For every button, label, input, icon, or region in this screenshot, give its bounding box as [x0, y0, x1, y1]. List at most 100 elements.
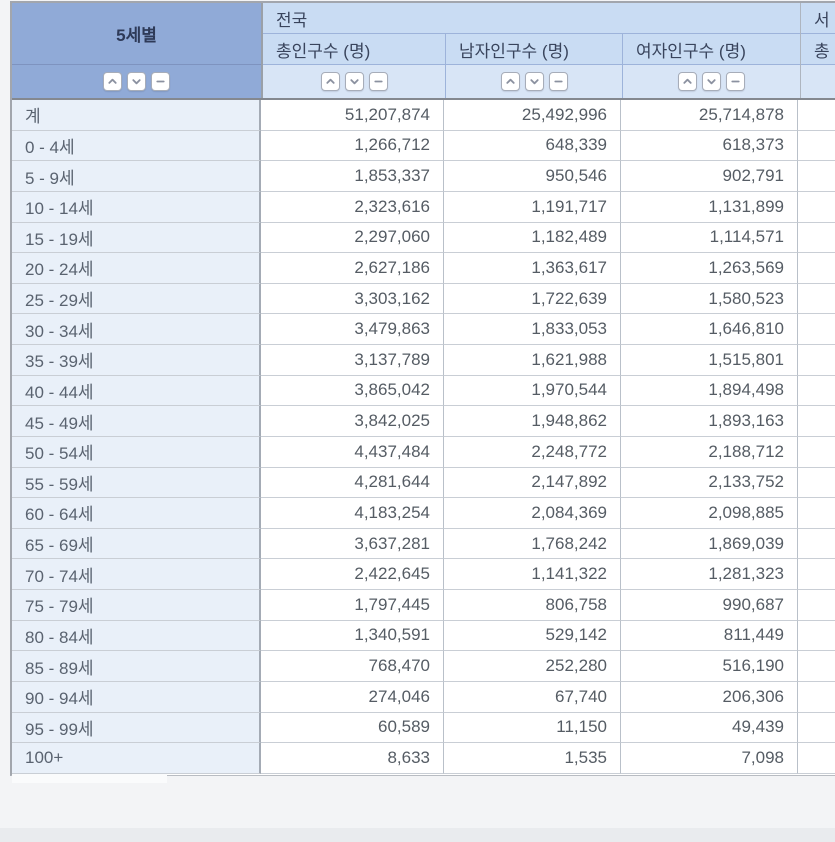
total-population-cell: 3,637,281	[261, 528, 444, 560]
age-group-label: 45 - 49세	[12, 406, 261, 437]
table-row: 25 - 29세 3,303,162 1,722,639 1,580,523	[12, 283, 835, 315]
partial-column-cell	[798, 681, 835, 713]
column-group-nationwide: 전국 총인구수 (명) 남자인구수 (명) 여자인구수 (명)	[263, 3, 801, 98]
total-population-cell: 4,281,644	[261, 467, 444, 499]
female-population-cell: 2,098,885	[621, 498, 798, 529]
partial-column-cell	[798, 436, 835, 468]
female-population-cell: 1,894,498	[621, 375, 798, 407]
male-population-cell: 252,280	[444, 651, 621, 682]
total-population-cell: 1,340,591	[261, 620, 444, 652]
sort-clear-button[interactable]	[726, 72, 745, 91]
sort-controls-row	[263, 65, 800, 98]
table-row: 80 - 84세 1,340,591 529,142 811,449	[12, 620, 835, 652]
sort-ascending-button[interactable]	[103, 72, 122, 91]
female-population-cell: 2,133,752	[621, 467, 798, 499]
age-group-label: 95 - 99세	[12, 712, 261, 744]
age-group-label: 50 - 54세	[12, 436, 261, 468]
male-population-sort-controls	[446, 65, 623, 98]
table-row: 95 - 99세 60,589 11,150 49,439	[12, 712, 835, 744]
table-row: 계 51,207,874 25,492,996 25,714,878	[12, 100, 835, 131]
female-population-cell: 516,190	[621, 651, 798, 682]
sort-descending-button[interactable]	[702, 72, 721, 91]
partial-sort-controls	[801, 65, 835, 98]
partial-column-cell	[798, 651, 835, 682]
total-population-cell: 768,470	[261, 651, 444, 682]
sort-ascending-button[interactable]	[678, 72, 697, 91]
sort-clear-button[interactable]	[368, 72, 388, 91]
column-header-total-population: 총인구수 (명)	[263, 34, 446, 65]
sort-ascending-button[interactable]	[320, 72, 340, 91]
column-group-label-partial: 서	[801, 3, 835, 34]
female-population-cell: 1,131,899	[621, 191, 798, 223]
male-population-cell: 1,141,322	[444, 559, 621, 590]
age-group-label: 계	[12, 100, 261, 131]
table-row: 40 - 44세 3,865,042 1,970,544 1,894,498	[12, 375, 835, 407]
chevron-down-icon	[706, 76, 717, 87]
male-population-cell: 806,758	[444, 590, 621, 621]
table-row: 60 - 64세 4,183,254 2,084,369 2,098,885	[12, 498, 835, 529]
total-population-cell: 3,842,025	[261, 406, 444, 437]
age-group-label: 100+	[12, 743, 261, 774]
female-population-cell: 1,580,523	[621, 283, 798, 315]
female-population-cell: 990,687	[621, 590, 798, 621]
population-table: 5세별 전국 총인구수 (명) 남자	[12, 3, 835, 774]
sort-descending-button[interactable]	[524, 72, 544, 91]
total-population-cell: 2,323,616	[261, 191, 444, 223]
age-group-label: 85 - 89세	[12, 651, 261, 682]
chevron-up-icon	[682, 76, 693, 87]
male-population-cell: 1,833,053	[444, 314, 621, 345]
partial-column-cell	[798, 375, 835, 407]
partial-column-cell	[798, 498, 835, 529]
bottom-band	[0, 828, 835, 842]
partial-column-cell	[798, 712, 835, 744]
partial-column-cell	[798, 345, 835, 376]
table-row: 90 - 94세 274,046 67,740 206,306	[12, 681, 835, 713]
sort-clear-button[interactable]	[548, 72, 568, 91]
table-row: 70 - 74세 2,422,645 1,141,322 1,281,323	[12, 559, 835, 590]
partial-column-cell	[798, 620, 835, 652]
total-population-cell: 51,207,874	[261, 100, 444, 131]
chevron-up-icon	[325, 76, 336, 87]
female-population-cell: 1,869,039	[621, 528, 798, 560]
table-row: 5 - 9세 1,853,337 950,546 902,791	[12, 161, 835, 192]
partial-column-cell	[798, 590, 835, 621]
total-population-cell: 2,297,060	[261, 222, 444, 254]
table-row: 100+ 8,633 1,535 7,098	[12, 743, 835, 774]
total-population-cell: 8,633	[261, 743, 444, 774]
table-row: 0 - 4세 1,266,712 648,339 618,373	[12, 130, 835, 162]
age-group-label: 90 - 94세	[12, 681, 261, 713]
sort-ascending-button[interactable]	[500, 72, 520, 91]
total-population-cell: 1,797,445	[261, 590, 444, 621]
total-population-cell: 1,266,712	[261, 130, 444, 162]
table-row: 50 - 54세 4,437,484 2,248,772 2,188,712	[12, 436, 835, 468]
sort-clear-button[interactable]	[151, 72, 170, 91]
column-group-label: 전국	[263, 3, 800, 34]
female-population-cell: 1,263,569	[621, 253, 798, 284]
partial-column-cell	[798, 528, 835, 560]
age-group-label: 55 - 59세	[12, 467, 261, 499]
total-population-sort-controls	[263, 65, 446, 98]
female-population-cell: 618,373	[621, 130, 798, 162]
total-population-cell: 1,853,337	[261, 161, 444, 192]
male-population-cell: 2,084,369	[444, 498, 621, 529]
partial-column-cell	[798, 406, 835, 437]
female-population-cell: 811,449	[621, 620, 798, 652]
partial-column-cell	[798, 191, 835, 223]
partial-column-cell	[798, 743, 835, 774]
minus-icon	[155, 76, 166, 87]
sort-descending-button[interactable]	[127, 72, 146, 91]
male-population-cell: 1,191,717	[444, 191, 621, 223]
male-population-cell: 67,740	[444, 681, 621, 713]
partial-column-cell	[798, 283, 835, 315]
age-group-label: 60 - 64세	[12, 498, 261, 529]
sort-descending-button[interactable]	[344, 72, 364, 91]
table-row: 20 - 24세 2,627,186 1,363,617 1,263,569	[12, 253, 835, 284]
total-population-cell: 3,865,042	[261, 375, 444, 407]
age-group-label: 5 - 9세	[12, 161, 261, 192]
female-population-cell: 1,893,163	[621, 406, 798, 437]
male-population-cell: 1,535	[444, 743, 621, 774]
age-group-label: 35 - 39세	[12, 345, 261, 376]
male-population-cell: 950,546	[444, 161, 621, 192]
female-population-cell: 49,439	[621, 712, 798, 744]
